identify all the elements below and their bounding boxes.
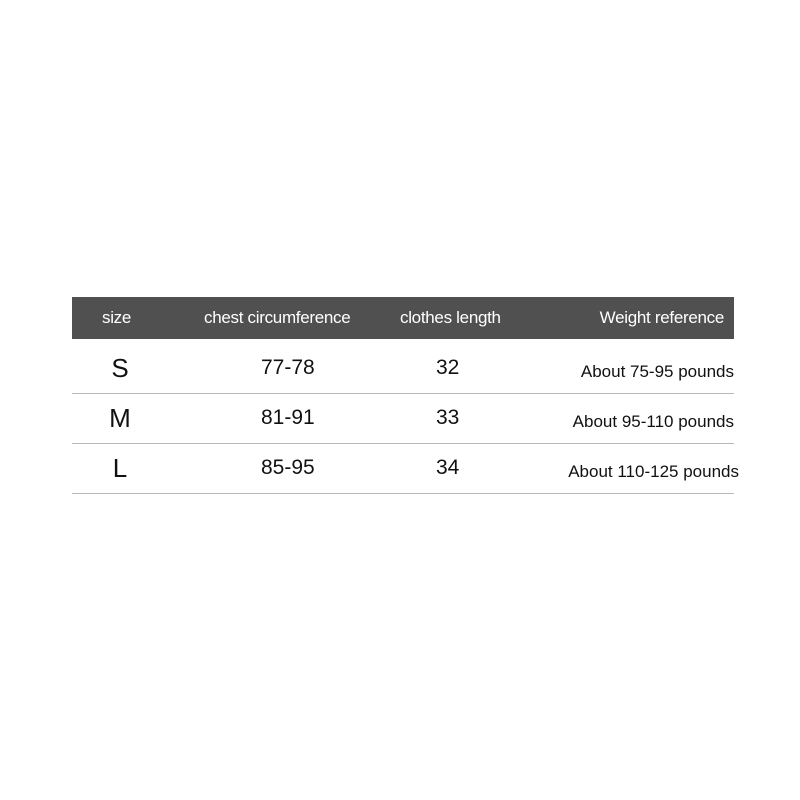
table-header: size chest circumference clothes length … (72, 297, 734, 339)
cell-length: 34 (436, 456, 460, 479)
header-clothes-length: clothes length (400, 308, 501, 327)
header-chest-circumference: chest circumference (204, 308, 351, 327)
table-row: S 77-78 32 About 75-95 pounds (72, 343, 734, 394)
cell-size: S (111, 353, 129, 383)
header-weight-reference: Weight reference (599, 308, 725, 327)
cell-chest: 81-91 (261, 406, 315, 429)
cell-chest: 85-95 (261, 456, 315, 479)
table-row: M 81-91 33 About 95-110 pounds (72, 393, 734, 444)
table-row: L 85-95 34 About 110-125 pounds (72, 443, 739, 494)
cell-weight: About 110-125 pounds (568, 462, 739, 481)
cell-size: M (109, 403, 131, 433)
cell-weight: About 95-110 pounds (572, 412, 734, 431)
cell-chest: 77-78 (261, 356, 315, 379)
cell-size: L (112, 453, 128, 483)
cell-weight: About 75-95 pounds (580, 362, 734, 381)
cell-length: 32 (436, 356, 460, 379)
cell-length: 33 (436, 406, 460, 429)
header-size: size (102, 308, 132, 327)
